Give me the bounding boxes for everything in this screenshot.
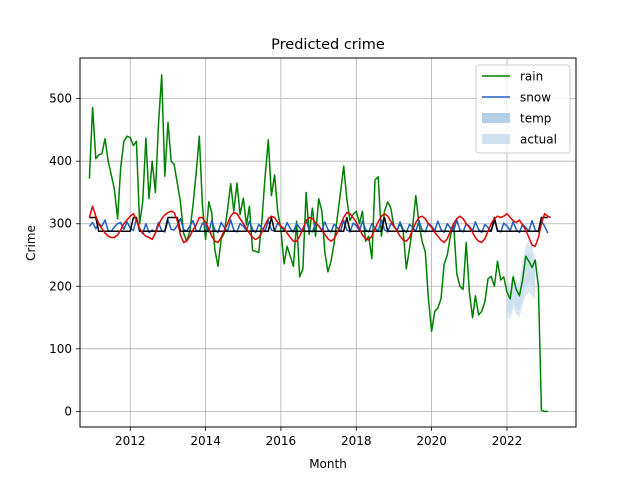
x-axis-label: Month	[309, 457, 347, 471]
legend-label-temp: temp	[520, 112, 551, 126]
legend-box	[475, 64, 571, 154]
series-line-unlabeled-3	[88, 205, 552, 248]
series-line-rain	[88, 74, 548, 413]
x-tick-label: 2020	[416, 434, 447, 448]
x-tick-label: 2014	[190, 434, 221, 448]
x-tick-label: 2018	[341, 434, 372, 448]
legend-label-actual: actual	[520, 133, 557, 147]
y-axis-ticks: 0 100 200 300 400 500	[49, 92, 80, 418]
chart-title: Predicted crime	[271, 37, 385, 53]
y-tick-label: 100	[49, 342, 72, 356]
legend-swatch-actual	[482, 134, 510, 144]
y-tick-label: 500	[49, 92, 72, 106]
legend-label-snow: snow	[520, 91, 551, 105]
legend: rain snow temp actual	[475, 64, 571, 154]
y-tick-label: 200	[49, 279, 72, 293]
y-tick-label: 0	[64, 404, 72, 418]
x-tick-label: 2016	[266, 434, 297, 448]
y-tick-label: 400	[49, 154, 72, 168]
axes-frame	[79, 57, 577, 428]
x-axis-ticks: 2012 2014 2016 2018 2020 2022	[115, 427, 522, 448]
legend-swatch-temp	[482, 113, 510, 123]
y-axis-label: Crime	[24, 225, 38, 261]
series-lines	[88, 74, 552, 413]
y-tick-label: 300	[49, 217, 72, 231]
x-tick-label: 2012	[115, 434, 146, 448]
legend-label-rain: rain	[520, 70, 543, 84]
x-tick-label: 2022	[492, 434, 523, 448]
